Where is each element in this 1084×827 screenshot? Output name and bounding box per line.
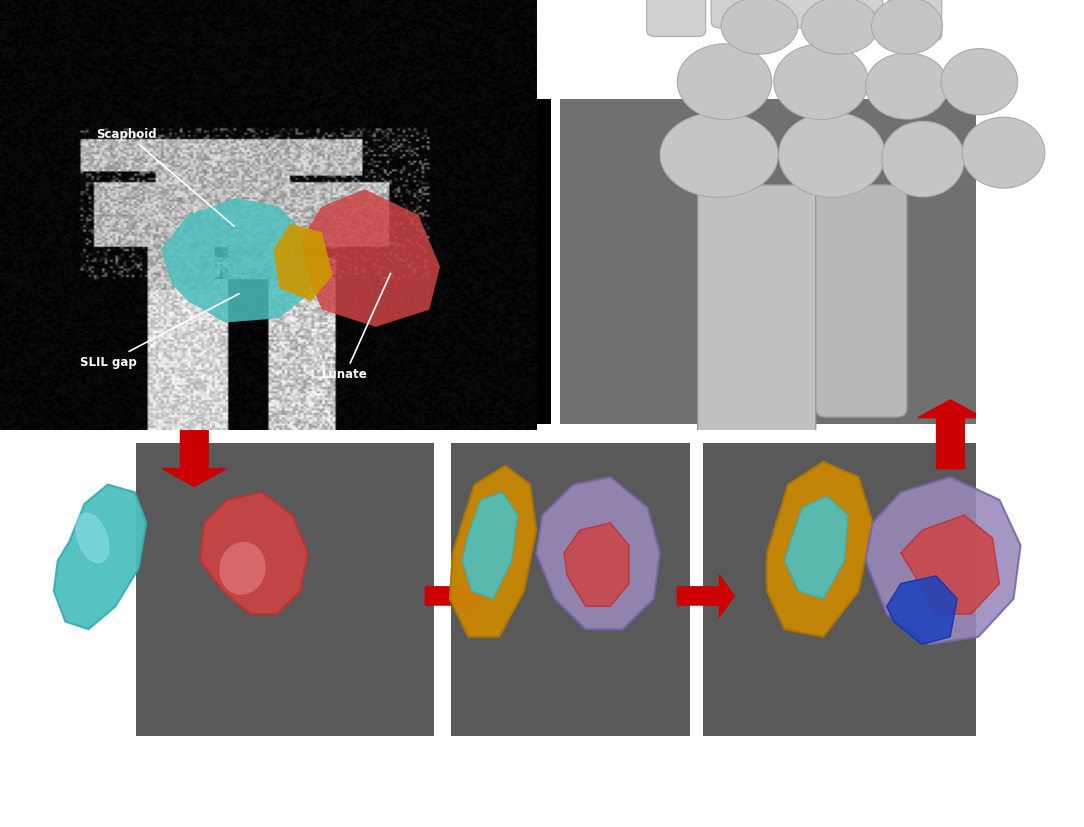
Bar [136,424,976,443]
FancyBboxPatch shape [698,185,816,438]
Ellipse shape [872,0,942,55]
Polygon shape [201,492,308,614]
Polygon shape [54,485,146,629]
Ellipse shape [801,0,878,55]
FancyBboxPatch shape [711,0,764,28]
FancyArrow shape [162,418,227,486]
Bar [136,99,552,430]
FancyBboxPatch shape [829,0,882,28]
Ellipse shape [774,44,868,120]
Text: SLIL gap: SLIL gap [80,294,238,369]
Ellipse shape [941,49,1018,115]
Polygon shape [462,492,518,599]
Polygon shape [537,477,660,629]
FancyArrow shape [678,575,734,617]
Ellipse shape [678,44,772,120]
Bar [559,99,976,430]
FancyBboxPatch shape [647,0,706,36]
Polygon shape [300,189,440,327]
Ellipse shape [660,112,778,198]
FancyArrow shape [918,399,983,469]
Polygon shape [785,496,848,599]
FancyBboxPatch shape [888,0,942,41]
FancyBboxPatch shape [770,0,824,28]
Polygon shape [160,198,311,323]
Ellipse shape [75,512,109,563]
Polygon shape [887,576,957,644]
Text: Lunate: Lunate [322,274,390,381]
Bar [451,443,689,736]
Ellipse shape [866,53,948,119]
Polygon shape [273,223,333,301]
Polygon shape [564,523,629,606]
Text: Scaphoid: Scaphoid [96,127,234,226]
FancyArrow shape [425,575,482,617]
Ellipse shape [219,542,266,595]
Polygon shape [450,466,537,637]
Bar [702,443,976,736]
Ellipse shape [778,112,885,198]
Ellipse shape [881,122,965,197]
FancyBboxPatch shape [816,185,907,417]
Polygon shape [767,461,873,637]
Polygon shape [865,477,1021,644]
Ellipse shape [963,117,1045,188]
Ellipse shape [721,0,798,55]
Bar [136,443,434,736]
Polygon shape [901,515,999,614]
